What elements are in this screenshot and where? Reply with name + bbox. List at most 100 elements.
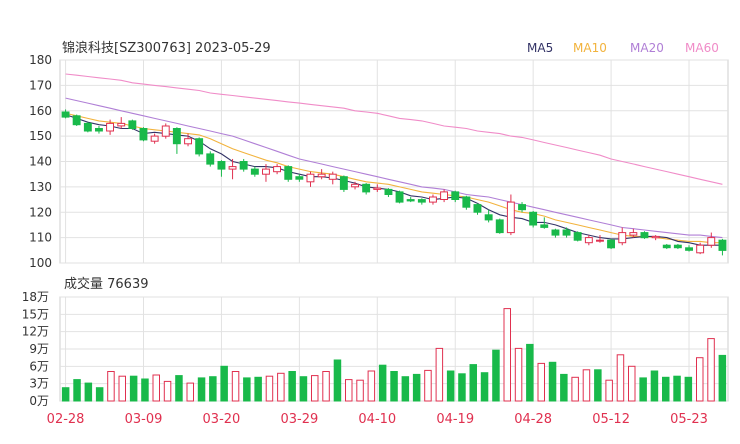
volume-bar xyxy=(186,382,194,402)
volume-bar xyxy=(548,361,557,402)
volume-bar xyxy=(277,372,285,402)
candle xyxy=(440,189,449,203)
volume-tick-label: 18万 xyxy=(22,290,49,304)
candle xyxy=(128,119,137,130)
candle-body xyxy=(150,135,159,142)
candle xyxy=(262,164,270,182)
candle xyxy=(384,188,393,198)
volume-panel: 18万 15万 12万 9万 6万 3万 0万 xyxy=(22,290,729,408)
candle-body xyxy=(195,138,204,155)
candle-body xyxy=(339,176,348,190)
volume-bar xyxy=(175,375,183,402)
candle xyxy=(295,174,304,182)
candle xyxy=(95,125,103,134)
candle-body xyxy=(61,111,70,118)
candle-body xyxy=(696,244,705,254)
candle-body xyxy=(406,199,415,202)
candle-body xyxy=(573,232,582,241)
ma60-line xyxy=(65,73,723,185)
date-tick-label: 03-20 xyxy=(203,412,241,427)
candle xyxy=(562,227,571,238)
candle xyxy=(651,235,660,241)
volume-bar xyxy=(288,371,296,402)
candle xyxy=(339,175,348,192)
candle xyxy=(506,194,515,236)
volume-tick-label: 12万 xyxy=(22,325,49,339)
volume-bar xyxy=(616,354,625,402)
volume-bar xyxy=(163,380,172,402)
volume-bar xyxy=(718,354,727,402)
candle xyxy=(662,243,671,250)
candle-body xyxy=(128,120,137,130)
volume-bar xyxy=(650,370,659,402)
candle xyxy=(306,171,315,187)
candle-body xyxy=(262,168,270,175)
candle xyxy=(529,210,538,228)
candle-body xyxy=(607,239,615,249)
price-tick-label: 180 xyxy=(29,53,52,67)
candle xyxy=(473,203,482,215)
date-axis: 02-28 03-09 03-20 03-29 04-10 04-19 04-28 05-12… xyxy=(47,412,708,427)
candle xyxy=(596,235,604,243)
price-tick-label: 150 xyxy=(29,129,52,143)
candle xyxy=(673,243,682,250)
volume-bar xyxy=(299,376,308,402)
volume-bar xyxy=(582,369,591,402)
candle-body xyxy=(440,191,449,200)
date-tick-label: 04-10 xyxy=(358,412,396,427)
volume-bar xyxy=(333,359,342,402)
volume-bar xyxy=(152,374,160,402)
volume-bar xyxy=(605,379,613,402)
volume-bar xyxy=(107,371,115,402)
volume-bar xyxy=(378,364,387,402)
candle-body xyxy=(473,204,482,213)
volume-bar xyxy=(458,373,466,402)
volume-bar xyxy=(311,375,319,402)
candle xyxy=(206,151,215,167)
candle-body xyxy=(295,176,304,180)
candle xyxy=(273,164,282,175)
volume-bar xyxy=(435,347,444,402)
legend-ma20: MA20 xyxy=(630,41,664,55)
date-tick-label: 02-28 xyxy=(47,412,85,427)
volume-bar xyxy=(412,373,421,402)
volume-tick-label: 15万 xyxy=(22,307,49,321)
candle xyxy=(328,171,337,185)
candle-body xyxy=(351,183,360,188)
candle-body xyxy=(72,115,81,126)
candle-body xyxy=(284,166,293,180)
candle xyxy=(106,119,114,135)
candle xyxy=(685,245,693,252)
candle-body xyxy=(228,166,237,170)
volume-bar xyxy=(95,387,104,402)
volume-bar xyxy=(129,375,138,402)
volume-bar xyxy=(265,375,274,402)
price-tick-label: 100 xyxy=(29,256,52,270)
volume-bar xyxy=(446,370,455,402)
volume-bar xyxy=(503,308,511,402)
candle-body xyxy=(673,244,682,249)
candle-body xyxy=(551,229,560,236)
candle-body xyxy=(640,232,649,239)
volume-bar xyxy=(61,387,70,402)
candle xyxy=(184,133,193,147)
candle-body xyxy=(506,201,515,234)
candle xyxy=(551,228,560,238)
candle xyxy=(618,227,627,246)
price-tick-label: 170 xyxy=(29,78,52,92)
candle xyxy=(429,194,437,205)
candle-body xyxy=(518,204,526,211)
volume-bar xyxy=(696,357,704,402)
candle-body xyxy=(707,237,716,246)
candle-body xyxy=(462,196,471,208)
candle-body xyxy=(618,232,627,244)
volume-bar xyxy=(537,362,545,402)
volume-bar xyxy=(560,373,568,402)
candle xyxy=(161,123,170,139)
candle xyxy=(640,231,649,239)
candle xyxy=(373,184,382,192)
volume-bar xyxy=(345,379,353,402)
candle xyxy=(139,127,148,142)
